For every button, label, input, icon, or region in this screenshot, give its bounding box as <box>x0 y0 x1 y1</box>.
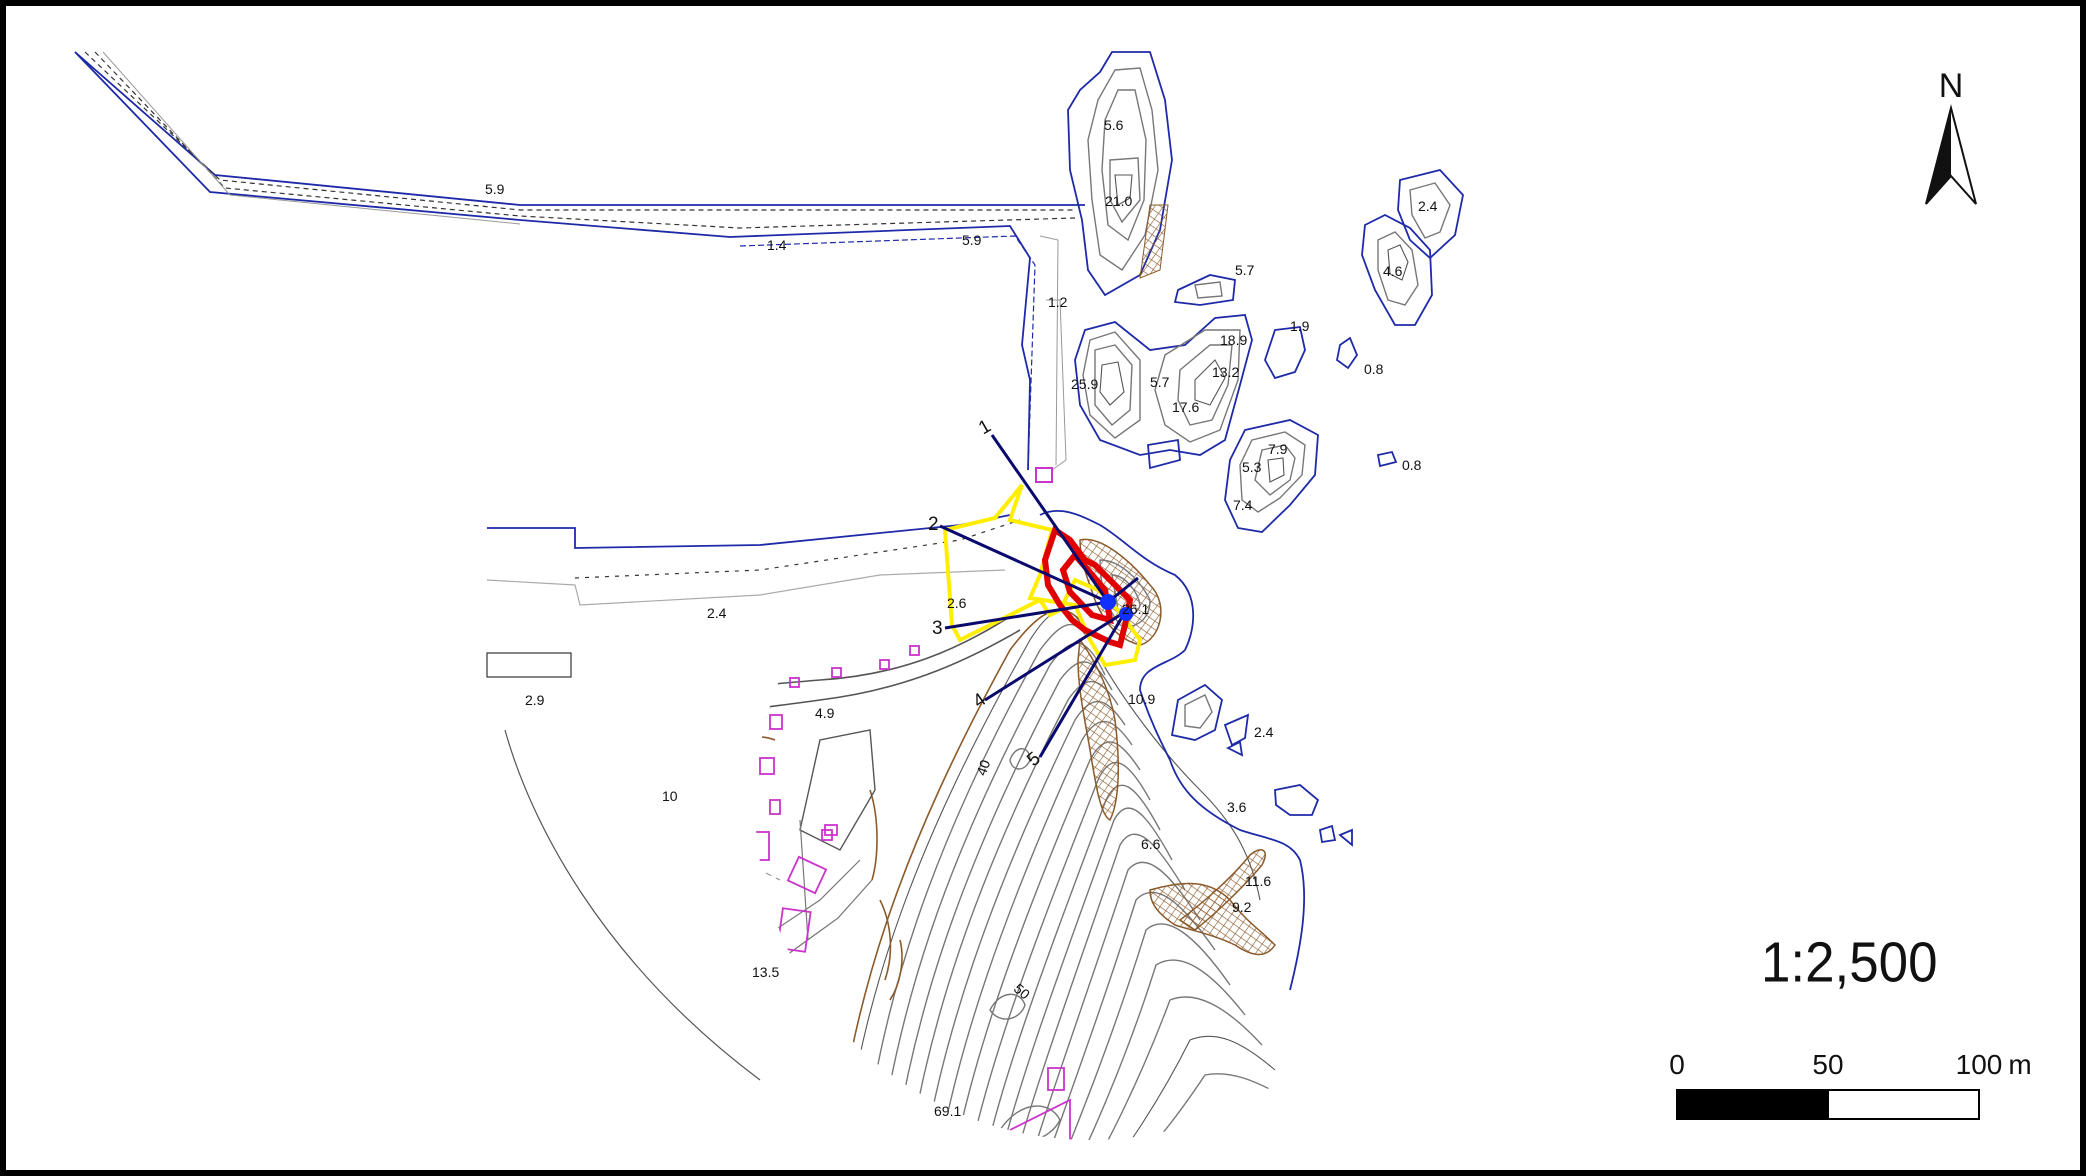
roads <box>755 609 1021 1021</box>
scale-bar-white <box>1827 1089 1980 1120</box>
mainland <box>755 510 1305 1140</box>
elevation-label: 17.6 <box>1172 399 1199 415</box>
elevation-label: 2.4 <box>1418 198 1438 214</box>
elevation-label: 13.5 <box>752 964 779 980</box>
scale-tick-50: 50 <box>1812 1049 1843 1080</box>
elevation-label: 11.6 <box>1245 873 1271 889</box>
elevation-labels: 5.9 1.4 5.9 1.2 5.6 21.0 5.7 1.9 0.8 0.8… <box>485 117 1438 1119</box>
buildings <box>755 645 1071 1140</box>
elevation-label: 1.9 <box>1290 318 1310 334</box>
elevation-label: 2.4 <box>1254 724 1274 740</box>
section-label-2: 2 <box>928 514 939 535</box>
elevation-label: 13.2 <box>1212 364 1239 380</box>
island-c <box>1224 419 1319 533</box>
scale-unit: m <box>2008 1049 2031 1080</box>
elevation-label: 0.8 <box>1364 361 1384 377</box>
survey-point-1 <box>1100 594 1116 610</box>
elevation-label: 9.2 <box>1232 899 1252 915</box>
elevation-label: 1.4 <box>767 237 787 253</box>
elevation-label: 10 <box>662 788 678 804</box>
elevation-label: 5.9 <box>962 232 982 248</box>
elevation-label: 10.9 <box>1128 691 1155 707</box>
elevation-label: 2.4 <box>707 605 727 621</box>
scale-tick-0: 0 <box>1669 1049 1685 1080</box>
elevation-label: 69.1 <box>934 1103 961 1119</box>
elevation-label: 2.6 <box>947 595 967 611</box>
elevation-label: 5.7 <box>1150 374 1170 390</box>
elevation-label: 7.4 <box>1233 497 1253 513</box>
elevation-label: 0.8 <box>1402 457 1422 473</box>
elevation-label: 3.6 <box>1227 799 1247 815</box>
elevation-label: 50 <box>1011 980 1033 1002</box>
island-a <box>1067 51 1173 297</box>
island-b <box>1074 274 1253 470</box>
elevation-label: 5.3 <box>1242 459 1262 475</box>
elevation-label: 26.1 <box>1122 601 1149 617</box>
survey-point-2 <box>1119 607 1133 621</box>
elevation-label: 7.9 <box>1268 441 1288 457</box>
elevation-label: 1.2 <box>1048 294 1068 310</box>
elevation-label: 18.9 <box>1220 332 1247 348</box>
breakwater <box>74 51 1085 483</box>
scale-bar-black <box>1676 1089 1829 1120</box>
elevation-label: 5.7 <box>1235 262 1255 278</box>
north-arrow-label: N <box>1939 67 1964 105</box>
scale-tick-100: 100 <box>1956 1049 2003 1080</box>
pier-marker <box>1035 467 1053 483</box>
elevation-label: 2.9 <box>525 692 545 708</box>
elevation-label: 4.6 <box>1383 263 1403 279</box>
elevation-label: 40 <box>973 757 993 777</box>
section-label-3: 3 <box>932 618 943 639</box>
scale-bar: 0 50 100 m <box>1669 1049 2032 1120</box>
survey-area-red <box>1041 525 1134 649</box>
elevation-label: 25.9 <box>1071 376 1098 392</box>
elevation-label: 5.6 <box>1104 117 1124 133</box>
scale-ratio: 1:2,500 <box>1761 930 1938 994</box>
elevation-label: 21.0 <box>1105 193 1132 209</box>
elevation-label: 5.9 <box>485 181 505 197</box>
elevation-label: 4.9 <box>815 705 835 721</box>
north-arrow: N <box>1925 67 1977 205</box>
section-lines <box>939 434 1139 758</box>
small-islets <box>1170 168 1464 847</box>
elevation-label: 6.6 <box>1141 836 1161 852</box>
